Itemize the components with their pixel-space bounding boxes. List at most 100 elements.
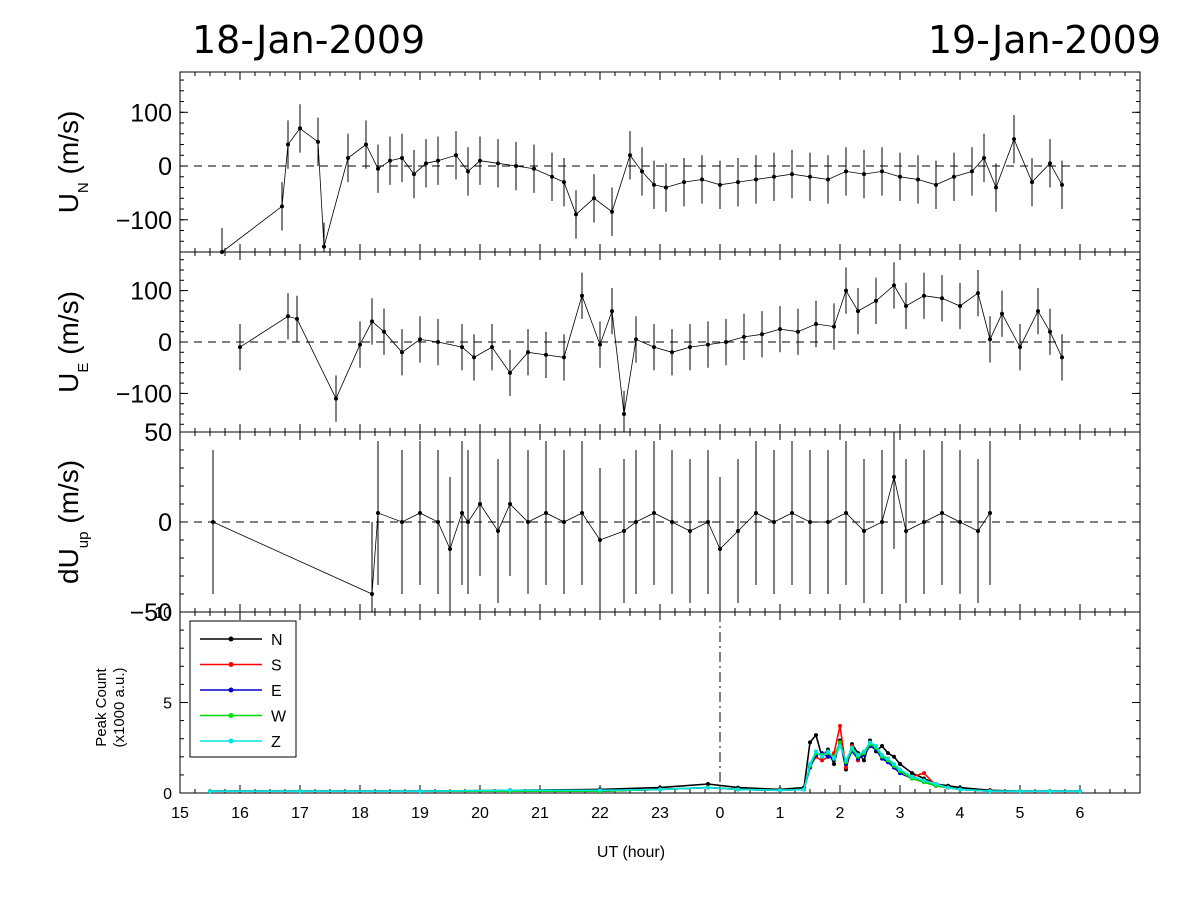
y-tick-label: −100 [116, 207, 172, 235]
series-line [212, 476, 991, 595]
series-point-N [706, 781, 710, 786]
x-tick-label: 20 [471, 805, 489, 822]
series-point-Z [838, 743, 842, 748]
y-tick-label: 0 [163, 786, 172, 803]
series-point-Z [736, 787, 740, 792]
y-axis-label-sub: E [75, 363, 92, 373]
y-tick-label: 0 [158, 509, 172, 537]
x-tick-label: 17 [291, 805, 309, 822]
series-point-Z [508, 788, 512, 793]
x-tick-label: 16 [231, 805, 249, 822]
series-point-N [880, 743, 884, 748]
legend-label-E: E [271, 683, 282, 700]
series-point-N [862, 758, 866, 763]
series-point-Z [844, 758, 848, 763]
legend-marker-E [228, 687, 234, 693]
series-point-Z [208, 789, 212, 794]
series-point-Z [706, 785, 710, 790]
series-point-Z [850, 745, 854, 750]
series-point-W [838, 740, 842, 745]
series-point-Z [598, 788, 602, 793]
y-tick-label: 100 [130, 99, 172, 127]
y-tick-label: 50 [144, 419, 172, 447]
y-tick-label: 100 [130, 278, 172, 306]
series-point-N [814, 733, 818, 738]
y-axis-label: UE (m/s) [53, 291, 92, 393]
x-tick-label: 23 [651, 805, 669, 822]
x-tick-label: 0 [716, 805, 725, 822]
y-tick-label: −100 [116, 380, 172, 408]
x-tick-label: 18 [351, 805, 369, 822]
x-tick-label: 5 [1016, 805, 1025, 822]
y-tick-label: 0 [158, 153, 172, 181]
series-point-Z [988, 789, 992, 794]
series-point-Z [820, 754, 824, 759]
x-tick-label: 22 [591, 805, 609, 822]
y-axis-label: dUup (m/s) [53, 460, 92, 584]
series-line-S [210, 725, 1080, 792]
panel-UN: UN (m/s) [53, 71, 1141, 254]
data-point [1060, 355, 1064, 360]
y-axis-label-main: dU [53, 548, 84, 584]
data-point [1060, 182, 1064, 187]
y-axis-label-unit: (m/s) [53, 460, 84, 532]
series-point-Z [862, 749, 866, 754]
series-line-E [210, 741, 1080, 792]
y-axis-label-main: U [53, 193, 84, 213]
series-point-Z [874, 743, 878, 748]
series-point-S [922, 771, 926, 776]
series-point-Z [418, 789, 422, 794]
legend [189, 620, 297, 758]
y-axis-label-main: U [53, 373, 84, 393]
series-point-Z [856, 752, 860, 757]
series-point-N [910, 771, 914, 776]
x-tick-label: 2 [836, 805, 845, 822]
date-right-label: 19-Jan-2009 [927, 18, 1161, 62]
legend-marker-N [228, 636, 234, 642]
y-axis-label-unit: (m/s) [53, 291, 84, 363]
legend-marker-S [228, 662, 234, 667]
series-point-Z [910, 774, 914, 779]
series-point-S [820, 758, 824, 763]
series-point-Z [1048, 789, 1052, 794]
series-point-Z [880, 752, 884, 757]
series-line-W [210, 739, 1080, 792]
series-point-Z [868, 740, 872, 745]
y-axis-unit-label: (x1000 a.u.) [111, 667, 128, 747]
y-axis-label: Peak Count [93, 667, 110, 746]
series-point-Z [898, 767, 902, 772]
series-point-Z [778, 788, 782, 793]
legend-marker-Z [228, 738, 234, 744]
x-tick-label: 21 [531, 805, 549, 822]
series-line [221, 127, 1063, 253]
series-point-E [826, 754, 830, 759]
series-line [239, 284, 1063, 415]
x-tick-label: 3 [896, 805, 905, 822]
series-point-Z [958, 787, 962, 792]
series-point-N [886, 751, 890, 756]
series-point-Z [892, 762, 896, 767]
series-point-N [832, 762, 836, 767]
legend-box [189, 620, 297, 758]
series-point-Z [298, 789, 302, 794]
panel-dUup: dUup (m/s) [53, 431, 1141, 613]
series-point-S [838, 724, 842, 729]
series-point-Z [814, 749, 818, 754]
series-point-Z [1018, 789, 1022, 794]
series-point-Z [1078, 789, 1082, 794]
y-tick-label: 10 [154, 605, 172, 622]
series-point-N [898, 762, 902, 767]
x-tick-label: 15 [171, 805, 189, 822]
series-point-Z [832, 756, 836, 761]
legend-label-N: N [271, 632, 283, 649]
legend-label-W: W [271, 709, 287, 726]
legend-label-Z: Z [271, 734, 281, 751]
x-tick-label: 19 [411, 805, 429, 822]
y-axis-label: UN (m/s) [53, 111, 92, 214]
x-tick-label: 1 [776, 805, 785, 822]
legend-marker-W [228, 713, 234, 718]
series-point-Z [934, 781, 938, 786]
series-point-Z [826, 749, 830, 754]
series-point-Z [802, 787, 806, 792]
